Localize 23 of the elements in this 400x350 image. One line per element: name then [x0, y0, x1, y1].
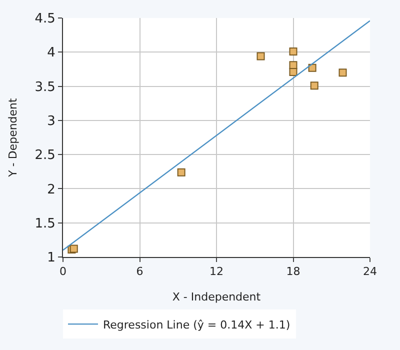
point [177, 168, 186, 176]
y-tick-label: 4.5 [34, 12, 56, 27]
point [256, 52, 265, 60]
y-tick-label: 2.5 [34, 148, 56, 164]
point [289, 68, 298, 76]
legend-label: Regression Line (ŷ = 0.14X + 1.1) [103, 318, 290, 332]
point [289, 47, 298, 56]
x-tick-label: 12 [210, 265, 224, 278]
x-tick-label: 24 [363, 265, 377, 278]
x-axis-title: X - Independent [172, 290, 262, 304]
x-tick-label: 6 [136, 265, 144, 278]
y-tick-label: 1 [47, 250, 56, 266]
point [338, 68, 347, 77]
point [308, 64, 316, 72]
y-tick-label: 2 [47, 182, 56, 198]
y-axis-title: Y - Dependent [6, 97, 20, 178]
point [310, 82, 318, 90]
x-tick-label: 18 [286, 265, 300, 278]
y-tick-label: 3 [47, 114, 56, 129]
x-tick-label: 0 [60, 265, 66, 278]
y-tick-label: 3.5 [34, 80, 56, 95]
y-tick-label: 4 [47, 46, 56, 61]
y-tick-label: 1.5 [34, 216, 56, 232]
